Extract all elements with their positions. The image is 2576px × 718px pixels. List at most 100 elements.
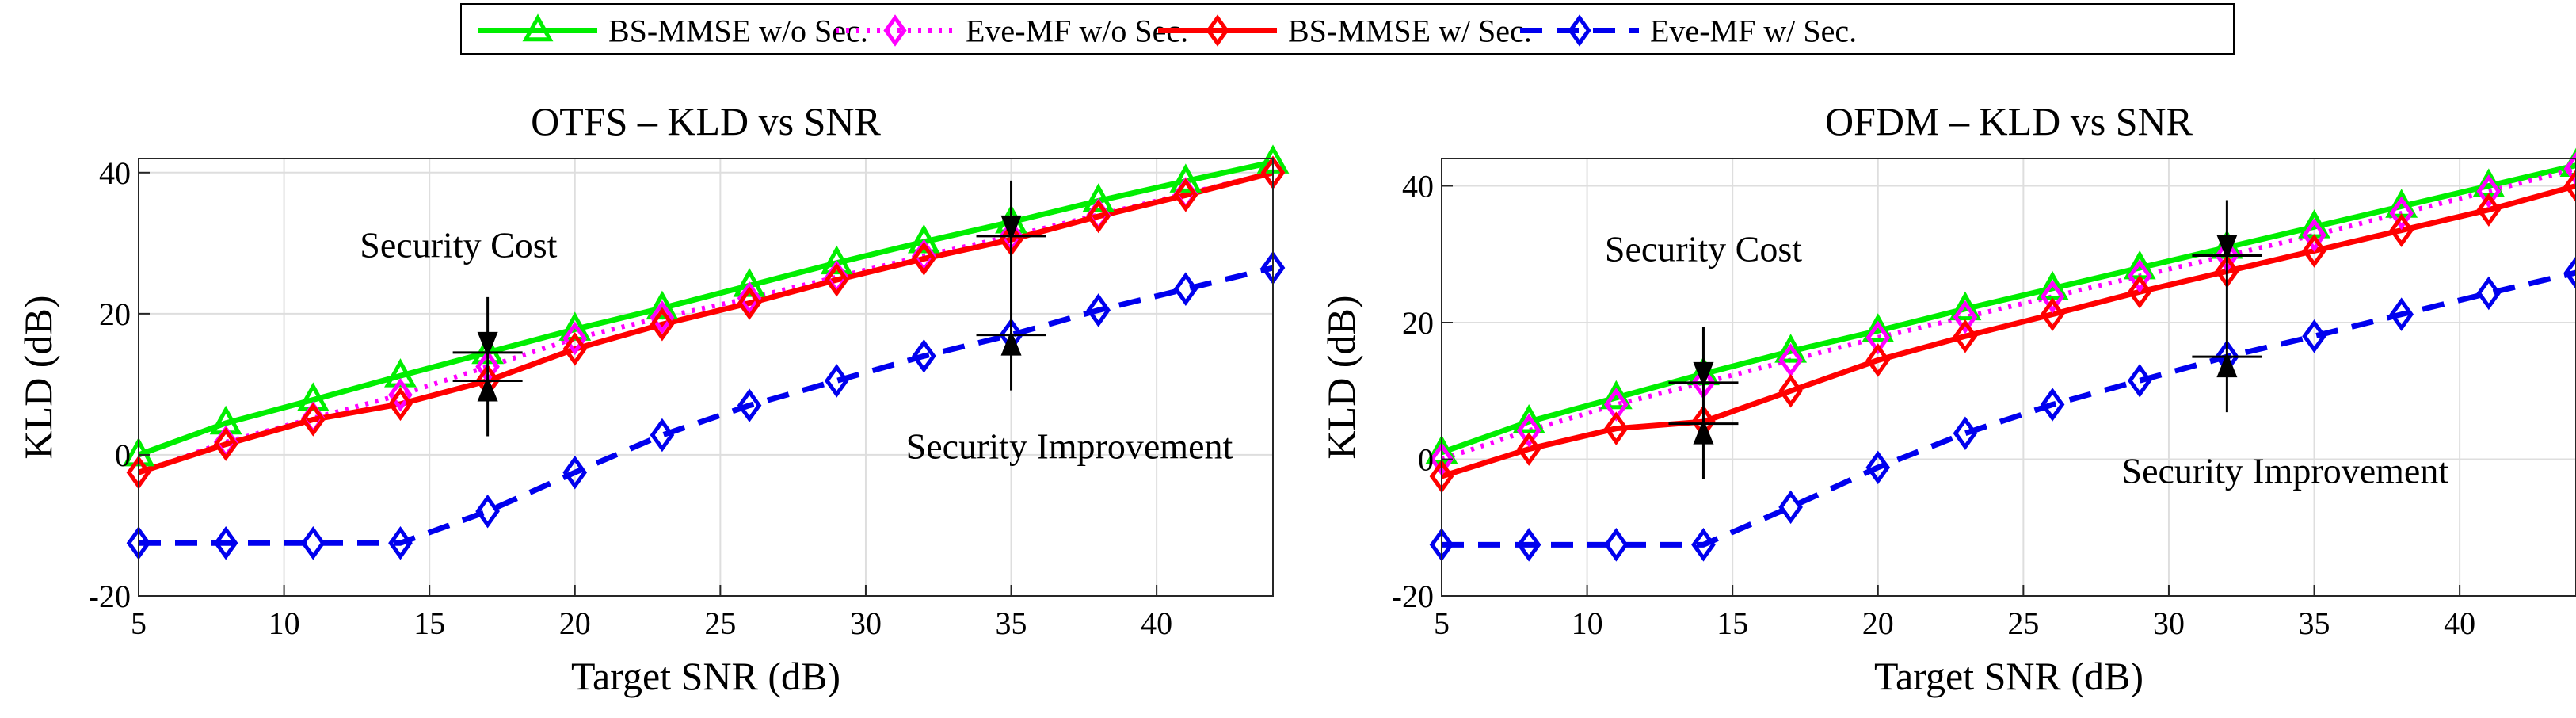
arrow-head-top-1 — [1000, 215, 1022, 241]
chart-title: OFDM – KLD vs SNR — [1825, 99, 2193, 143]
data-point-s0-4 — [1774, 334, 1808, 363]
x-tick-label: 5 — [131, 605, 147, 641]
data-point-s0-1 — [1512, 403, 1545, 433]
x-tick-label: 10 — [1572, 605, 1603, 641]
data-point-s3-10 — [2302, 319, 2326, 353]
data-point-s2-12 — [2476, 193, 2502, 227]
data-point-s2-13 — [2563, 169, 2576, 203]
y-tick-label: 0 — [1418, 442, 1434, 478]
arrow-head-top-0 — [477, 331, 498, 357]
data-point-s3-4 — [1778, 490, 1803, 525]
x-tick-label: 35 — [2299, 605, 2330, 641]
legend-marker-2 — [1206, 14, 1229, 47]
arrow-head-bottom-1 — [1000, 330, 1022, 356]
x-tick-label: 40 — [1141, 605, 1172, 641]
data-point-s1-13 — [2563, 151, 2576, 186]
data-point-s2-2 — [1603, 411, 1629, 445]
series-line-1 — [1441, 166, 2576, 462]
series-line-2 — [1440, 183, 2576, 479]
legend-marker-0 — [522, 13, 554, 42]
data-point-s3-3 — [1691, 528, 1716, 562]
data-point-s0-6 — [646, 290, 679, 320]
data-point-s2-8 — [824, 262, 849, 297]
data-point-s2-7 — [737, 286, 762, 320]
series-line-0 — [1440, 162, 2576, 456]
data-point-s0-7 — [733, 268, 766, 297]
data-point-s2-2 — [300, 403, 326, 437]
data-point-s2-10 — [2302, 234, 2326, 268]
y-tick-label: 20 — [99, 296, 131, 332]
ofdm-chart: Security Cost Security Improvement 5 10 15 20… — [1319, 99, 2576, 698]
data-point-s0-11 — [1082, 183, 1115, 212]
data-point-s3-6 — [1953, 416, 1978, 451]
data-point-s3-3 — [388, 525, 413, 560]
x-tick-label: 30 — [850, 605, 882, 641]
data-point-s3-8 — [2127, 364, 2152, 398]
plot-area — [139, 158, 1273, 596]
x-axis-label: Target SNR (dB) — [571, 654, 840, 698]
arrow-head-bottom-1 — [2216, 352, 2238, 378]
annotation-0: Security Cost — [360, 225, 557, 265]
legend: BS-MMSE w/o Sec. Eve-MF w/o Sec. BS-MMSE w… — [460, 3, 2235, 55]
y-axis-label: KLD (dB) — [1319, 296, 1363, 460]
data-point-s0-8 — [820, 245, 853, 275]
data-point-s1-1 — [1516, 413, 1541, 448]
data-point-s0-3 — [384, 358, 417, 388]
series-line-0 — [137, 159, 1274, 458]
series-line-3 — [1442, 269, 2576, 548]
axes-box — [1441, 158, 2576, 597]
x-tick-label: 20 — [559, 605, 591, 641]
x-tick-label: 5 — [1434, 605, 1450, 641]
data-point-s2-4 — [1778, 373, 1803, 408]
y-tick-label: -20 — [89, 579, 131, 614]
y-tick-label: 40 — [1402, 169, 1434, 204]
axes-box — [138, 158, 1274, 597]
data-point-s3-12 — [2476, 276, 2502, 311]
data-point-s3-2 — [300, 525, 326, 560]
arrow-head-bottom-0 — [477, 376, 498, 402]
legend-label-3: Eve-MF w/ Sec. — [1650, 13, 1857, 49]
data-point-s2-7 — [2040, 297, 2065, 331]
data-point-s2-11 — [2389, 213, 2414, 247]
data-point-s3-4 — [475, 494, 500, 529]
data-point-s1-5 — [562, 321, 588, 356]
data-point-s3-7 — [2040, 388, 2065, 422]
data-point-s1-7 — [2040, 279, 2065, 314]
data-point-s3-7 — [737, 388, 762, 422]
data-point-s2-6 — [650, 307, 675, 342]
data-point-s0-6 — [1949, 291, 1982, 321]
y-tick-label: 0 — [115, 437, 131, 473]
annotation-1: Security Improvement — [2122, 451, 2449, 491]
legend-label-0: BS-MMSE w/o Sec. — [608, 13, 868, 49]
data-point-s3-8 — [824, 364, 849, 398]
data-point-s2-5 — [562, 332, 588, 366]
legend-marker-3 — [1568, 14, 1591, 47]
otfs-chart: Security Cost Security Improvement 5 10 15 20… — [16, 99, 1290, 698]
legend-marker-1 — [883, 14, 907, 47]
data-point-s3-13 — [2563, 255, 2576, 290]
data-point-s2-11 — [1086, 199, 1111, 234]
x-tick-label: 10 — [269, 605, 300, 641]
data-point-s1-5 — [1865, 320, 1891, 355]
data-point-s1-8 — [2127, 259, 2152, 293]
x-tick-label: 35 — [996, 605, 1027, 641]
data-point-s3-11 — [1086, 293, 1111, 327]
data-point-s2-1 — [1516, 432, 1541, 466]
data-point-s1-11 — [2389, 196, 2414, 231]
data-point-s1-4 — [1778, 343, 1803, 377]
annotation-1: Security Improvement — [906, 426, 1233, 466]
data-point-s0-9 — [907, 223, 940, 254]
y-tick-label: 40 — [99, 155, 131, 191]
data-point-s2-8 — [2127, 274, 2152, 309]
x-tick-label: 20 — [1862, 605, 1894, 641]
x-tick-label: 40 — [2444, 605, 2475, 641]
data-point-s2-5 — [1865, 343, 1891, 377]
data-point-s3-5 — [1865, 450, 1891, 485]
data-point-s3-1 — [1516, 528, 1541, 562]
x-tick-label: 25 — [2007, 605, 2039, 641]
x-tick-label: 25 — [704, 605, 736, 641]
data-point-s3-5 — [562, 455, 588, 490]
y-tick-label: -20 — [1392, 579, 1434, 614]
x-tick-label: 15 — [413, 605, 445, 641]
